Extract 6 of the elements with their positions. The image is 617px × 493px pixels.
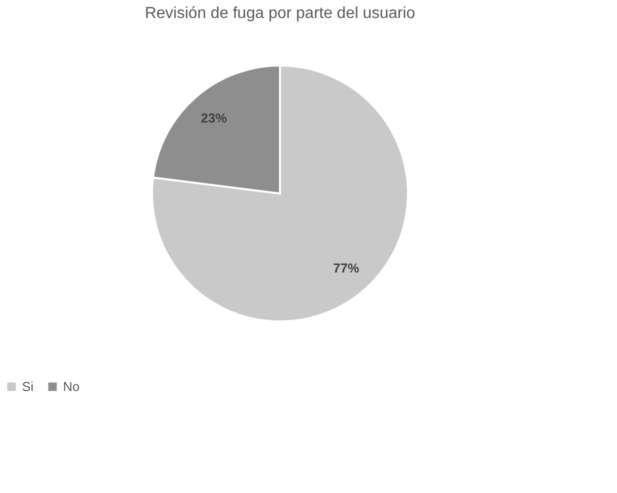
- pie-slice: [151, 64, 409, 322]
- legend-label: Si: [22, 378, 34, 394]
- data-label: 77%: [333, 260, 360, 276]
- chart-title: Revisión de fuga por parte del usuario: [144, 5, 416, 22]
- data-label: 23%: [200, 110, 228, 126]
- legend-label: No: [63, 378, 80, 394]
